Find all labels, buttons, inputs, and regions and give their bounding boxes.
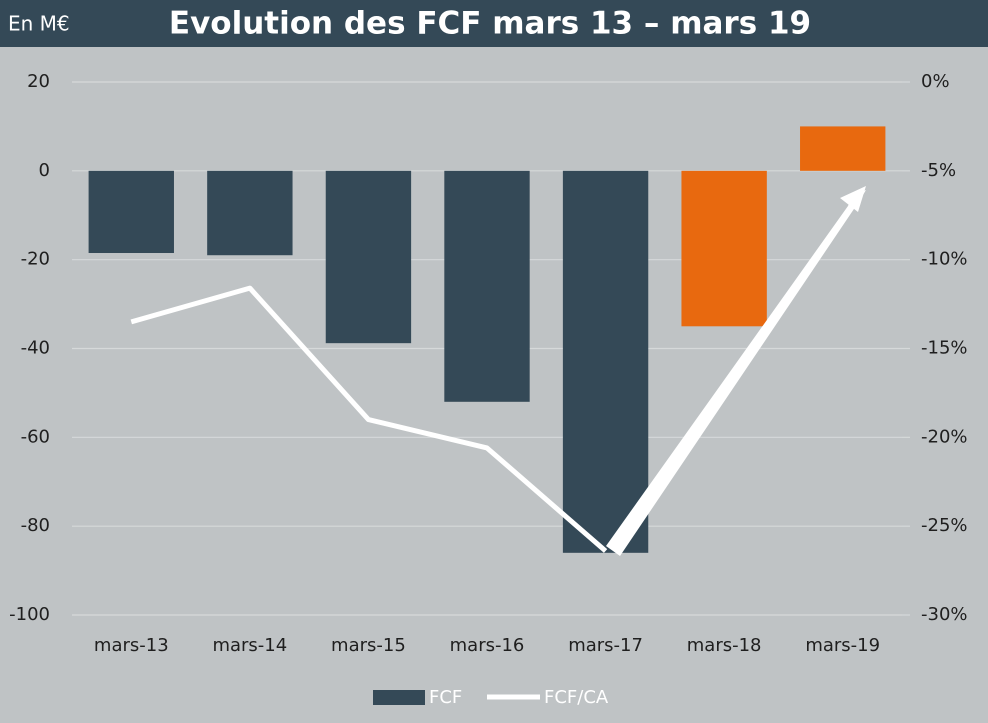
x-tick-label: mars-18: [687, 635, 762, 656]
x-tick-label: mars-15: [331, 635, 406, 656]
x-tick-label: mars-19: [805, 635, 880, 656]
legend-label: FCF: [429, 687, 462, 708]
y2-tick-label: -20%: [921, 426, 968, 447]
y-tick-label: -20: [21, 249, 50, 270]
bar: [444, 170, 530, 402]
y-tick-label: -60: [21, 426, 50, 447]
y2-tick-label: -15%: [921, 338, 968, 359]
bar: [207, 170, 293, 256]
header-band: [0, 0, 988, 47]
y2-tick-label: -10%: [921, 249, 968, 270]
bar: [325, 170, 412, 344]
bar: [800, 126, 886, 171]
unit-label: En M€: [8, 12, 70, 36]
y2-tick-label: -5%: [921, 160, 956, 181]
trend-arrow: [606, 190, 866, 556]
line: [130, 285, 608, 553]
y-tick-label: -100: [9, 604, 50, 625]
trend-arrow-head: [840, 186, 866, 212]
y-tick-label: 0: [39, 160, 50, 181]
y2-tick-label: -25%: [921, 515, 968, 536]
x-tick-label: mars-13: [94, 635, 169, 656]
y2-tick-label: 0%: [921, 71, 950, 92]
x-tick-label: mars-16: [450, 635, 525, 656]
bar: [88, 170, 174, 254]
x-tick-label: mars-17: [568, 635, 643, 656]
y2-tick-label: -30%: [921, 604, 968, 625]
bar: [562, 170, 649, 553]
legend-label: FCF/CA: [544, 687, 609, 708]
bar: [681, 170, 767, 327]
y-tick-label: -40: [21, 338, 50, 359]
y-tick-label: -80: [21, 515, 50, 536]
legend-swatch: [373, 690, 425, 705]
x-tick-label: mars-14: [212, 635, 287, 656]
chart-title: Evolution des FCF mars 13 – mars 19: [169, 6, 811, 42]
y-tick-label: 20: [27, 71, 50, 92]
